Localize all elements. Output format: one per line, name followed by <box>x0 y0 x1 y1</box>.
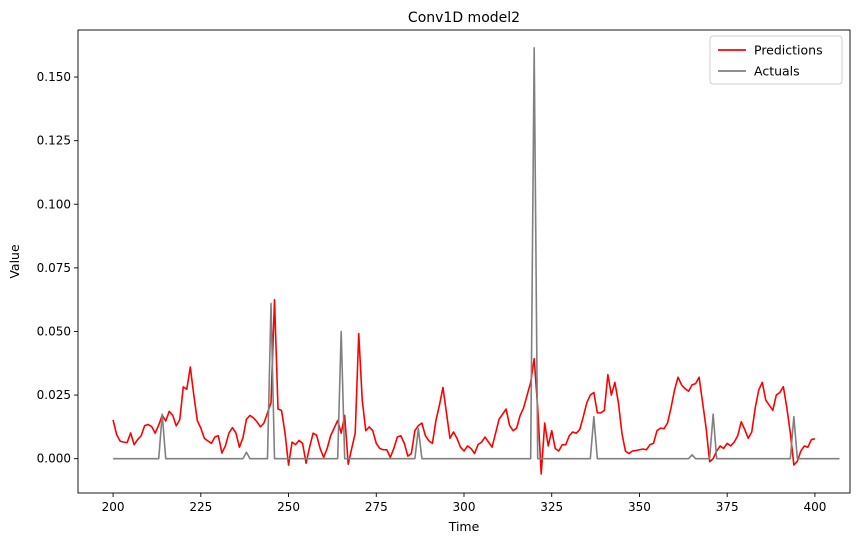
y-tick-label: 0.000 <box>37 452 71 466</box>
y-axis: 0.000 0.025 0.050 0.075 0.100 0.125 0.150 <box>37 70 78 466</box>
series-line-actuals <box>113 47 840 460</box>
x-tick-label: 300 <box>453 500 476 514</box>
y-tick-label: 0.025 <box>37 388 71 402</box>
y-tick-label: 0.150 <box>37 70 71 84</box>
x-axis-label: Time <box>448 519 480 534</box>
plot-frame <box>77 29 851 494</box>
y-tick-label: 0.100 <box>37 197 71 211</box>
x-tick-label: 375 <box>716 500 739 514</box>
series-layer <box>112 47 840 475</box>
legend: Predictions Actuals <box>709 35 843 85</box>
y-tick-label: 0.125 <box>37 134 71 148</box>
y-tick-label: 0.050 <box>37 324 71 338</box>
series-line-predictions <box>112 298 816 475</box>
legend-box <box>709 35 843 85</box>
y-axis-label: Value <box>7 244 22 279</box>
x-tick-label: 400 <box>803 500 826 514</box>
legend-label-actuals: Actuals <box>754 64 800 79</box>
y-tick-label: 0.075 <box>37 261 71 275</box>
x-tick-label: 250 <box>277 500 300 514</box>
chart-title: Conv1D model2 <box>408 10 520 26</box>
x-tick-label: 225 <box>189 500 212 514</box>
x-tick-label: 275 <box>365 500 388 514</box>
legend-label-predictions: Predictions <box>754 43 823 58</box>
x-tick-label: 325 <box>540 500 563 514</box>
x-axis: 200 225 250 275 300 325 350 375 400 <box>102 493 826 514</box>
x-tick-label: 350 <box>628 500 651 514</box>
x-tick-label: 200 <box>102 500 125 514</box>
